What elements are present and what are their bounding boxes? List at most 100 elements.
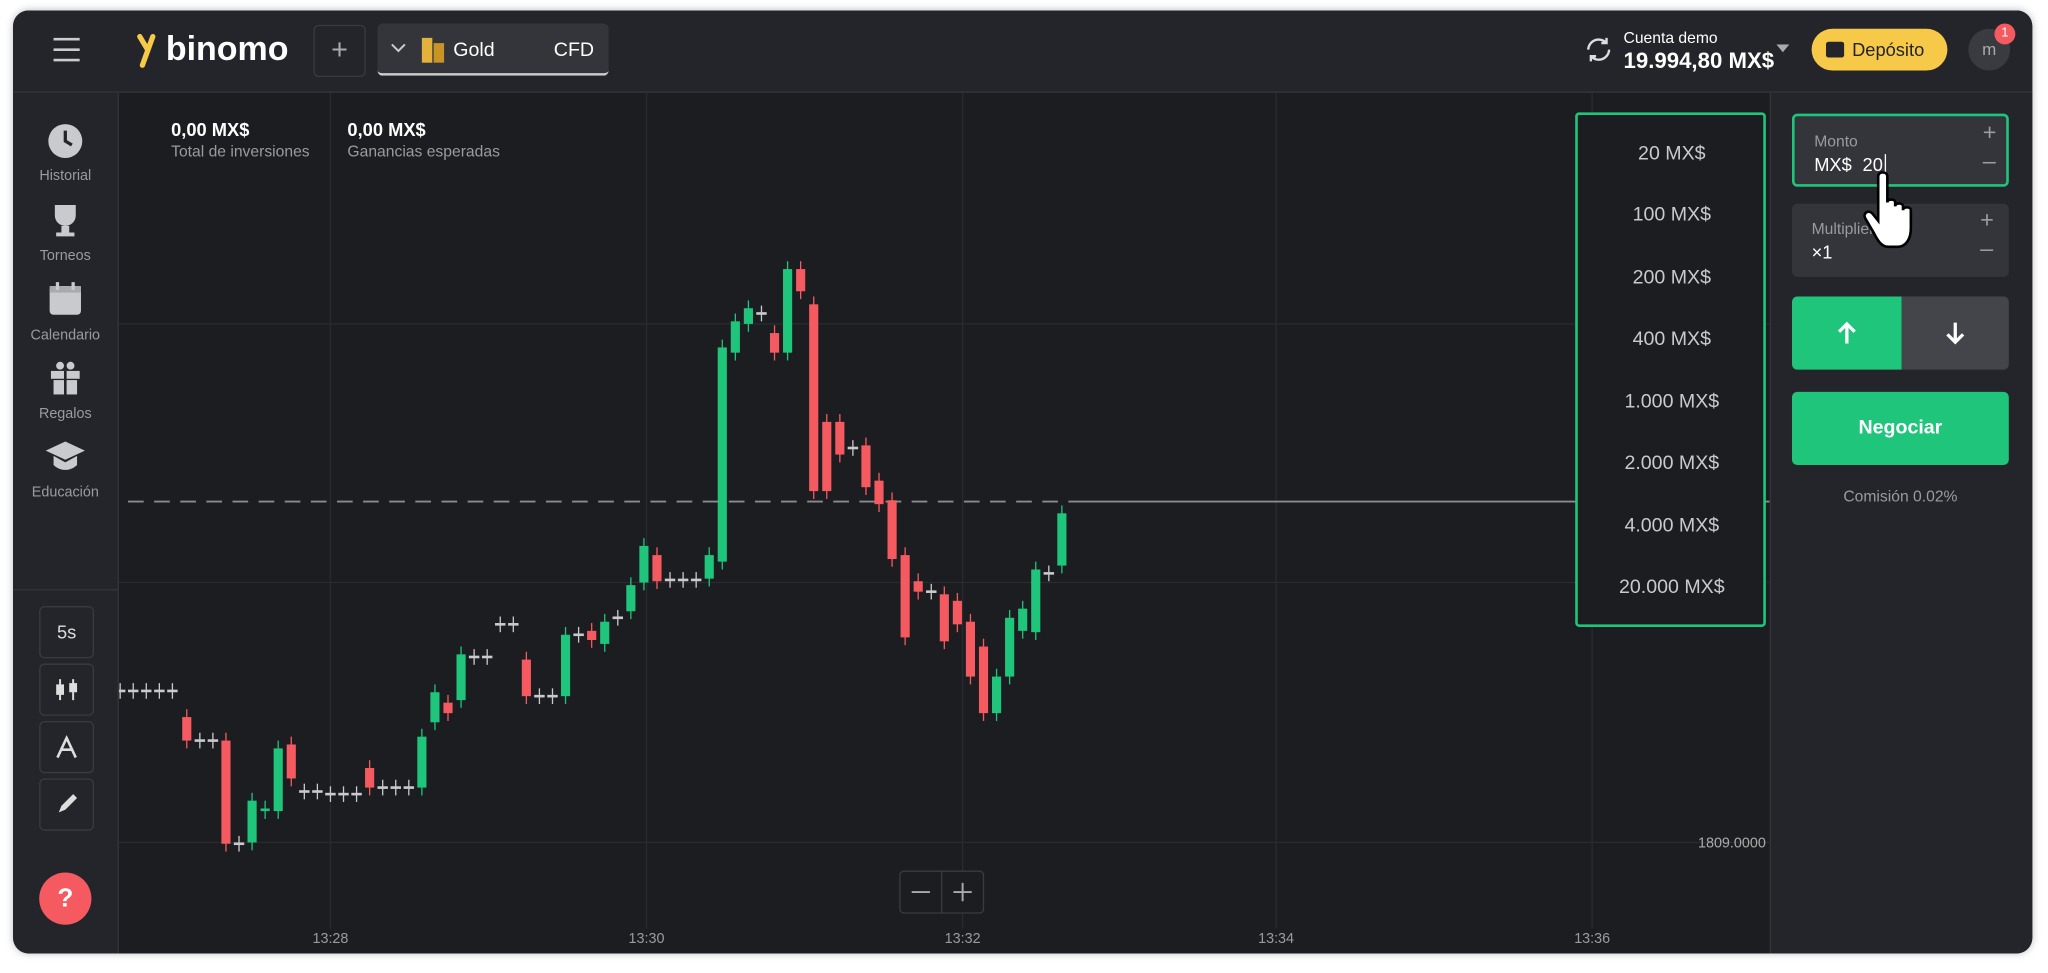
calendar-icon[interactable] (47, 281, 84, 318)
time-axis: 13:28 13:30 13:32 13:34 13:36 (312, 931, 1610, 947)
gifts-icon[interactable] (47, 359, 84, 396)
candle (481, 655, 493, 659)
chart-type-button[interactable] (39, 663, 95, 716)
candle (468, 655, 480, 659)
time-label: 13:28 (312, 931, 348, 947)
history-icon[interactable] (47, 123, 84, 160)
refresh-icon[interactable] (1583, 34, 1614, 65)
candle (351, 792, 362, 796)
nav-label[interactable]: Regalos (38, 406, 92, 422)
up-button[interactable] (1791, 296, 1902, 370)
candle (664, 578, 676, 582)
multiplier-label: Multiplier (1811, 219, 1875, 238)
candle (861, 445, 871, 488)
candle (286, 744, 296, 779)
candle (730, 321, 740, 353)
candle (1005, 617, 1015, 677)
candle (495, 623, 506, 626)
amount-option[interactable]: 20 MX$ (1638, 142, 1706, 165)
candle (704, 555, 714, 579)
candle (534, 694, 545, 698)
trade-button[interactable]: Negociar (1791, 391, 2009, 465)
amount-option[interactable]: 100 MX$ (1632, 203, 1712, 226)
nav-label[interactable]: Educación (31, 484, 99, 501)
candle (233, 842, 245, 846)
amount-option[interactable]: 4.000 MX$ (1624, 514, 1720, 537)
amount-currency: MX$ (1814, 154, 1852, 176)
education-icon[interactable] (44, 439, 86, 476)
amount-option[interactable]: 20.000 MX$ (1618, 575, 1725, 599)
candle (127, 689, 139, 693)
candle (913, 581, 923, 592)
deposit-button[interactable]: Depósito (1811, 28, 1948, 71)
timeframe-button[interactable]: 5s (39, 606, 95, 659)
candle (182, 717, 192, 741)
amount-option[interactable]: 2.000 MX$ (1624, 451, 1720, 475)
nav-label[interactable]: Historial (39, 168, 92, 185)
candle (273, 748, 283, 812)
candles (117, 261, 1067, 852)
candle (547, 694, 558, 698)
candle (991, 676, 1002, 714)
candle (769, 333, 780, 353)
amount-label: Monto (1814, 131, 1858, 151)
candle (573, 633, 584, 637)
candle (1031, 569, 1041, 633)
tournaments-icon[interactable] (47, 202, 84, 239)
balance: 19.994,80 MX$ (1623, 48, 1775, 74)
candle (508, 623, 519, 626)
avatar[interactable]: m (1968, 28, 2011, 71)
profit-value: 0,00 MX$ (347, 118, 426, 140)
amount-option[interactable]: 1.000 MX$ (1624, 390, 1720, 413)
time-label: 13:34 (1258, 931, 1294, 947)
candle (299, 790, 310, 793)
nav-label[interactable]: Calendario (30, 327, 101, 344)
candle (443, 702, 453, 714)
investment-label: Total de inversiones (171, 142, 310, 161)
nav-label[interactable]: Torneos (39, 248, 91, 264)
menu-button[interactable] (52, 37, 81, 63)
candle (796, 269, 806, 292)
amount-option[interactable]: 400 MX$ (1632, 327, 1712, 351)
candle (809, 304, 819, 492)
candle (717, 347, 727, 562)
amount-option[interactable]: 200 MX$ (1632, 266, 1712, 289)
indicators-button[interactable] (39, 720, 95, 774)
down-button[interactable] (1901, 296, 2009, 370)
candle (154, 689, 165, 693)
asset-selector[interactable]: Gold CFD (377, 23, 609, 76)
profit-label: Ganancias esperadas (347, 142, 500, 161)
amount-value: 20 (1863, 154, 1886, 176)
candle (835, 421, 845, 455)
candle (260, 808, 270, 812)
candle (456, 654, 466, 701)
candle (926, 590, 937, 593)
help-button[interactable]: ? (39, 872, 92, 925)
candle (560, 634, 571, 697)
candle (978, 646, 989, 714)
account-label: Cuenta demo (1623, 28, 1718, 48)
zoom-controls (899, 870, 985, 914)
amount-input[interactable]: Monto MX$ 20 + – (1791, 113, 2009, 187)
drawing-button[interactable] (39, 778, 95, 831)
zoom-in[interactable] (953, 882, 972, 902)
candle (325, 792, 336, 796)
chart-area: 1809.0000 13:28 13:30 13:32 13:34 13:36 (117, 92, 1770, 947)
candle (965, 621, 976, 677)
investment-value: 0,00 MX$ (171, 118, 250, 140)
time-label: 13:30 (629, 931, 665, 947)
candle (312, 790, 323, 793)
candle (417, 736, 427, 788)
candle (207, 739, 219, 742)
add-asset[interactable]: + (313, 24, 366, 78)
candle (390, 786, 401, 789)
logo: binomo (165, 28, 289, 68)
candle (677, 578, 689, 582)
candle (952, 600, 962, 625)
candle (639, 545, 649, 583)
candle (652, 555, 662, 582)
candle (587, 630, 597, 640)
gold-icon (421, 37, 445, 63)
trade-panel: Monto MX$ 20 + – Multiplier ×1 + – Negoc… (1769, 92, 2033, 954)
candle (690, 578, 702, 582)
